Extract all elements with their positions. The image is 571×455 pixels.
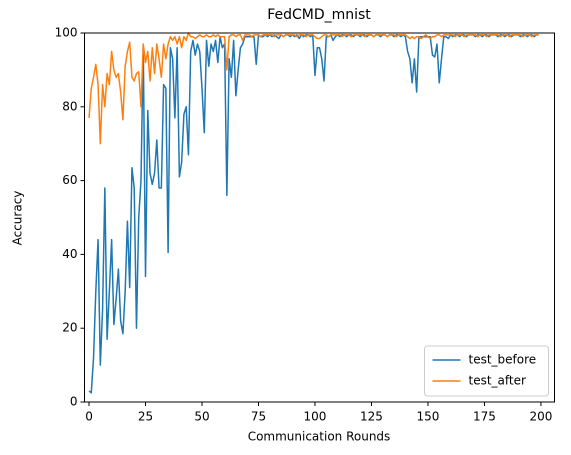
line [88, 32, 539, 145]
x-tick-label: 0 [85, 410, 93, 424]
x-tick-label: 50 [194, 410, 209, 424]
legend-label: test_before [469, 353, 537, 367]
y-tick-label: 100 [55, 26, 78, 40]
y-tick-label: 60 [62, 173, 77, 187]
x-tick-label: 175 [473, 410, 496, 424]
x-tick-label: 125 [360, 410, 383, 424]
legend-label: test_after [469, 374, 527, 388]
x-tick-label: 25 [138, 410, 153, 424]
y-tick-label: 0 [70, 395, 78, 409]
legend [424, 345, 549, 397]
line [88, 34, 539, 394]
y-tick-label: 80 [62, 99, 77, 113]
chart-title: FedCMD_mnist [267, 7, 371, 23]
y-axis-label: Accuracy [11, 191, 25, 246]
x-tick-label: 200 [529, 410, 552, 424]
x-tick-label: 150 [417, 410, 440, 424]
x-axis-label: Communication Rounds [248, 430, 391, 444]
x-tick-label: 100 [304, 410, 327, 424]
plot-frame [84, 32, 555, 403]
y-tick-label: 20 [62, 321, 77, 335]
x-tick-label: 75 [251, 410, 266, 424]
y-tick-label: 40 [62, 247, 77, 261]
